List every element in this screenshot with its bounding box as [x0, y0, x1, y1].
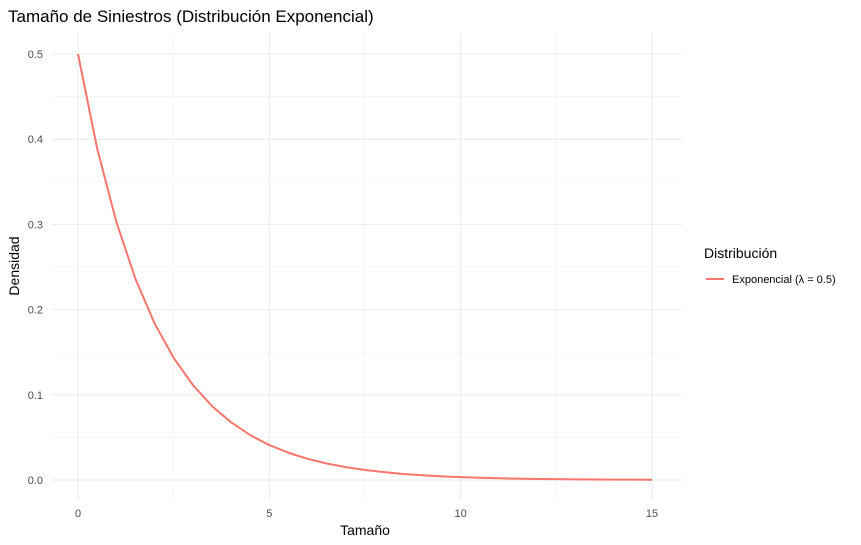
y-tick-label: 0.1	[28, 390, 43, 402]
x-axis-title: Tamaño	[340, 522, 390, 538]
series-line	[77, 53, 653, 481]
grid	[52, 33, 682, 500]
y-tick-label: 0.2	[28, 305, 43, 317]
x-axis: 0 5 10 15	[75, 508, 658, 520]
y-axis: 0.0 0.1 0.2 0.3 0.4 0.5	[28, 49, 43, 487]
legend-entries: Exponencial (λ = 0.5)	[706, 274, 836, 286]
x-tick-label: 15	[646, 508, 658, 520]
legend-title: Distribución	[704, 245, 777, 261]
chart-title: Tamaño de Siniestros (Distribución Expon…	[8, 7, 374, 26]
y-tick-label: 0.5	[28, 49, 43, 61]
x-tick-label: 0	[75, 508, 81, 520]
y-tick-label: 0.0	[28, 475, 43, 487]
y-tick-label: 0.3	[28, 219, 43, 231]
series-layer	[77, 53, 653, 481]
legend-label: Exponencial (λ = 0.5)	[732, 274, 836, 286]
x-tick-label: 5	[266, 508, 272, 520]
y-tick-label: 0.4	[28, 134, 43, 146]
y-axis-title: Densidad	[6, 236, 22, 295]
legend: Distribución Exponencial (λ = 0.5)	[704, 245, 836, 286]
x-tick-label: 10	[455, 508, 467, 520]
